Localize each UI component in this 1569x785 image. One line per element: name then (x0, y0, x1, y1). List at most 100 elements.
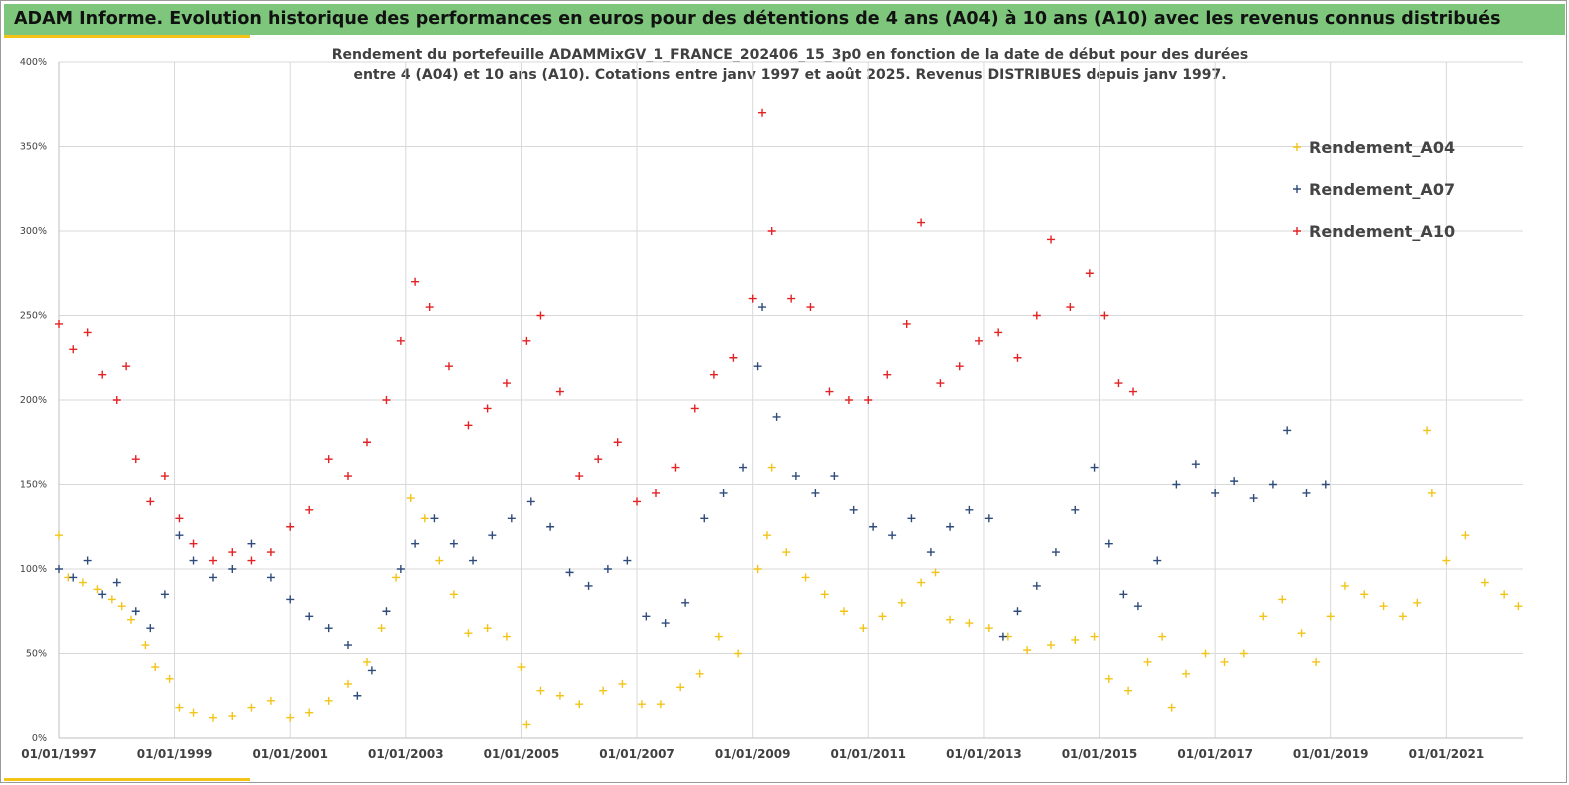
point-rendement-a10 (1100, 311, 1109, 320)
point-rendement-a07 (830, 472, 839, 481)
point-rendement-a07 (189, 556, 198, 565)
point-rendement-a10 (594, 455, 603, 464)
point-rendement-a07 (1321, 480, 1330, 489)
point-rendement-a07 (1071, 505, 1080, 514)
legend-marker (1293, 185, 1301, 193)
series-rendement-a10 (55, 108, 1138, 565)
point-rendement-a10 (444, 362, 453, 371)
chart-title: Rendement du portefeuille ADAMMixGV_1_FR… (200, 45, 1380, 85)
data-points (55, 108, 1523, 729)
point-rendement-a07 (1302, 488, 1311, 497)
point-rendement-a10 (69, 345, 78, 354)
point-rendement-a10 (502, 379, 511, 388)
y-tick-label: 400% (20, 57, 47, 68)
point-rendement-a07 (266, 573, 275, 582)
point-rendement-a04 (820, 590, 829, 599)
point-rendement-a04 (189, 708, 198, 717)
point-rendement-a07 (907, 514, 916, 523)
point-rendement-a07 (811, 488, 820, 497)
point-rendement-a04 (984, 624, 993, 633)
point-rendement-a10 (1047, 235, 1056, 244)
x-tick-label: 01/01/2007 (599, 747, 675, 761)
point-rendement-a04 (502, 632, 511, 641)
point-rendement-a10 (671, 463, 680, 472)
point-rendement-a10 (767, 227, 776, 235)
point-rendement-a07 (849, 505, 858, 514)
point-rendement-a07 (700, 514, 709, 523)
point-rendement-a07 (1191, 460, 1200, 469)
point-rendement-a10 (994, 328, 1003, 337)
point-rendement-a10 (975, 336, 984, 345)
point-rendement-a04 (1514, 602, 1523, 611)
point-rendement-a04 (714, 632, 723, 641)
point-rendement-a10 (633, 497, 642, 506)
point-rendement-a07 (430, 514, 439, 523)
point-rendement-a04 (1480, 578, 1489, 587)
point-rendement-a04 (362, 657, 371, 666)
point-rendement-a07 (83, 556, 92, 565)
point-rendement-a04 (517, 663, 526, 672)
point-rendement-a10 (122, 362, 131, 371)
point-rendement-a07 (160, 590, 169, 599)
point-rendement-a10 (247, 556, 256, 565)
report-banner-title: ADAM Informe. Evolution historique des p… (4, 4, 1565, 35)
point-rendement-a04 (946, 615, 955, 624)
point-rendement-a10 (709, 370, 718, 379)
series-rendement-a04 (55, 426, 1523, 729)
point-rendement-a04 (801, 573, 810, 582)
legend: Rendement_A04 Rendement_A07 Rendement_A10 (1293, 138, 1455, 241)
point-rendement-a04 (734, 649, 743, 658)
point-rendement-a04 (1413, 598, 1422, 607)
x-tick-label: 01/01/2017 (1177, 747, 1253, 761)
point-rendement-a07 (946, 522, 955, 531)
point-rendement-a10 (324, 455, 333, 464)
point-rendement-a07 (661, 619, 670, 628)
point-rendement-a10 (1114, 379, 1123, 388)
point-rendement-a07 (603, 565, 612, 573)
point-rendement-a07 (1090, 463, 1099, 472)
point-rendement-a04 (1461, 531, 1470, 540)
point-rendement-a10 (825, 387, 834, 396)
point-rendement-a04 (449, 590, 458, 599)
point-rendement-a04 (599, 686, 608, 695)
point-rendement-a07 (546, 522, 555, 531)
point-rendement-a07 (584, 581, 593, 590)
point-rendement-a04 (1423, 426, 1432, 435)
point-rendement-a07 (998, 632, 1007, 641)
point-rendement-a07 (1104, 539, 1113, 548)
point-rendement-a04 (228, 712, 237, 721)
point-rendement-a07 (926, 548, 935, 557)
point-rendement-a04 (753, 565, 762, 573)
point-rendement-a07 (55, 565, 63, 573)
point-rendement-a04 (127, 615, 136, 624)
point-rendement-a07 (739, 463, 748, 472)
point-rendement-a07 (175, 531, 184, 540)
point-rendement-a10 (883, 370, 892, 379)
point-rendement-a10 (146, 497, 155, 506)
point-rendement-a07 (353, 691, 362, 700)
point-rendement-a10 (1129, 387, 1138, 396)
point-rendement-a07 (396, 565, 405, 573)
x-tick-label: 01/01/1999 (137, 747, 213, 761)
point-rendement-a04 (55, 531, 63, 540)
y-tick-label: 50% (26, 649, 47, 660)
point-rendement-a04 (1259, 612, 1268, 621)
chart-title-line-1: Rendement du portefeuille ADAMMixGV_1_FR… (331, 47, 1249, 63)
x-tick-label: 01/01/2005 (484, 747, 560, 761)
point-rendement-a10 (208, 556, 217, 565)
point-rendement-a04 (897, 598, 906, 607)
point-rendement-a10 (1066, 303, 1075, 312)
point-rendement-a10 (864, 396, 873, 404)
point-rendement-a04 (78, 578, 87, 587)
point-rendement-a10 (411, 277, 420, 286)
point-rendement-a07 (1119, 590, 1128, 599)
point-rendement-a07 (1051, 548, 1060, 557)
x-tick-label: 01/01/2019 (1293, 747, 1369, 761)
point-rendement-a10 (522, 336, 531, 345)
legend-item-rendement-a04: Rendement_A04 (1293, 138, 1455, 157)
point-rendement-a04 (1239, 649, 1248, 658)
point-rendement-a10 (344, 472, 353, 481)
point-rendement-a07 (1013, 607, 1022, 616)
y-tick-label: 200% (20, 395, 47, 406)
